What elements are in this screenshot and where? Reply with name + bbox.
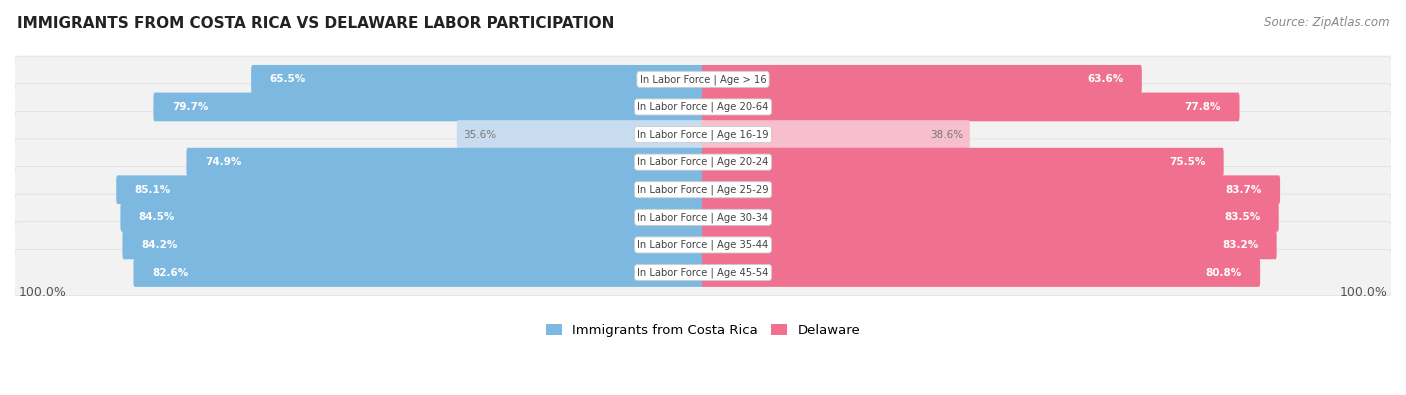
FancyBboxPatch shape	[14, 84, 1392, 130]
Text: 38.6%: 38.6%	[929, 130, 963, 139]
FancyBboxPatch shape	[14, 56, 1392, 103]
Text: 77.8%: 77.8%	[1185, 102, 1220, 112]
FancyBboxPatch shape	[153, 92, 704, 121]
Text: 84.5%: 84.5%	[139, 213, 176, 222]
FancyBboxPatch shape	[14, 167, 1392, 213]
Text: Source: ZipAtlas.com: Source: ZipAtlas.com	[1264, 16, 1389, 29]
Text: 80.8%: 80.8%	[1205, 267, 1241, 278]
Text: In Labor Force | Age 20-64: In Labor Force | Age 20-64	[637, 102, 769, 112]
Text: In Labor Force | Age 25-29: In Labor Force | Age 25-29	[637, 184, 769, 195]
Text: In Labor Force | Age > 16: In Labor Force | Age > 16	[640, 74, 766, 85]
Text: 84.2%: 84.2%	[141, 240, 177, 250]
FancyBboxPatch shape	[702, 203, 1278, 232]
Text: 65.5%: 65.5%	[270, 74, 307, 85]
Text: 63.6%: 63.6%	[1087, 74, 1123, 85]
FancyBboxPatch shape	[702, 120, 970, 149]
Text: In Labor Force | Age 35-44: In Labor Force | Age 35-44	[637, 240, 769, 250]
Text: 100.0%: 100.0%	[1340, 286, 1388, 299]
Text: 75.5%: 75.5%	[1168, 157, 1205, 167]
FancyBboxPatch shape	[117, 175, 704, 204]
FancyBboxPatch shape	[14, 194, 1392, 241]
FancyBboxPatch shape	[187, 148, 704, 177]
Text: IMMIGRANTS FROM COSTA RICA VS DELAWARE LABOR PARTICIPATION: IMMIGRANTS FROM COSTA RICA VS DELAWARE L…	[17, 16, 614, 31]
FancyBboxPatch shape	[14, 222, 1392, 268]
Text: 83.5%: 83.5%	[1225, 213, 1260, 222]
Text: In Labor Force | Age 45-54: In Labor Force | Age 45-54	[637, 267, 769, 278]
FancyBboxPatch shape	[702, 148, 1223, 177]
FancyBboxPatch shape	[252, 65, 704, 94]
FancyBboxPatch shape	[702, 65, 1142, 94]
FancyBboxPatch shape	[134, 258, 704, 287]
Text: 79.7%: 79.7%	[172, 102, 208, 112]
FancyBboxPatch shape	[14, 111, 1392, 158]
FancyBboxPatch shape	[702, 258, 1260, 287]
FancyBboxPatch shape	[14, 249, 1392, 296]
FancyBboxPatch shape	[122, 231, 704, 259]
FancyBboxPatch shape	[702, 231, 1277, 259]
FancyBboxPatch shape	[702, 92, 1240, 121]
FancyBboxPatch shape	[121, 203, 704, 232]
Text: 83.2%: 83.2%	[1222, 240, 1258, 250]
Text: 74.9%: 74.9%	[205, 157, 242, 167]
Text: 35.6%: 35.6%	[464, 130, 496, 139]
Legend: Immigrants from Costa Rica, Delaware: Immigrants from Costa Rica, Delaware	[540, 319, 866, 342]
FancyBboxPatch shape	[457, 120, 704, 149]
Text: 100.0%: 100.0%	[18, 286, 66, 299]
Text: In Labor Force | Age 30-34: In Labor Force | Age 30-34	[637, 212, 769, 222]
Text: 85.1%: 85.1%	[135, 185, 172, 195]
Text: In Labor Force | Age 16-19: In Labor Force | Age 16-19	[637, 129, 769, 140]
FancyBboxPatch shape	[702, 175, 1279, 204]
Text: 82.6%: 82.6%	[152, 267, 188, 278]
Text: In Labor Force | Age 20-24: In Labor Force | Age 20-24	[637, 157, 769, 167]
Text: 83.7%: 83.7%	[1225, 185, 1261, 195]
FancyBboxPatch shape	[14, 139, 1392, 185]
